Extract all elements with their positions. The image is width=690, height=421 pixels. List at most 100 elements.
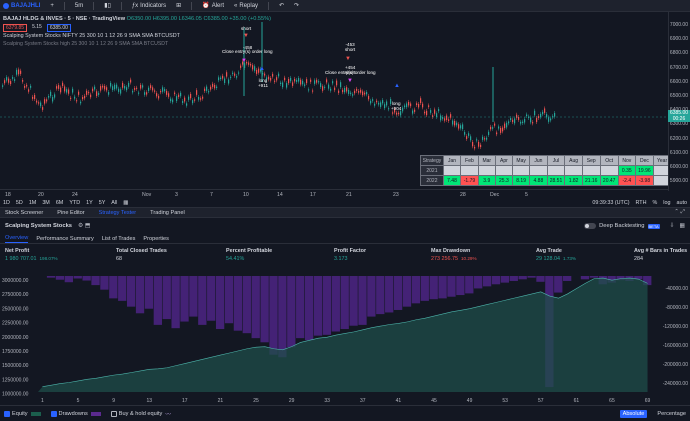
drawdown-bar: [171, 276, 180, 329]
range-button-all[interactable]: All: [111, 200, 118, 206]
panel-controls[interactable]: ⌃ ⤢: [674, 209, 685, 215]
indicator-legend-secondary[interactable]: Scalping System Stocks high 25 300 10 1 …: [3, 41, 169, 47]
price-chart-canvas[interactable]: ▼ ▼ ▲ ▼ ▼ ▲: [0, 12, 668, 189]
price-chart[interactable]: ▼ ▼ ▲ ▼ ▼ ▲ BAJAJ HLDG & INVES · 5 · NSE · Tr…: [0, 12, 690, 191]
performance-chart-canvas[interactable]: 3000000.00 2750000.00 2500000.00 2250000.00…: [0, 270, 690, 406]
candle: [24, 83, 26, 90]
candle: [180, 90, 182, 99]
time-axis[interactable]: 18 20 24 Nov 3 7 10 14 17 21 23 28 Dec 5: [0, 189, 668, 199]
candle: [552, 114, 554, 120]
range-button-5d[interactable]: 5D: [15, 200, 23, 206]
sell-button[interactable]: 6379.85: [3, 24, 28, 32]
candle: [512, 117, 514, 125]
percentage-button[interactable]: Percentage: [657, 410, 686, 417]
drawdown-bar: [393, 276, 403, 310]
candle: [266, 75, 268, 82]
candle: [468, 131, 470, 138]
performance-chart[interactable]: 3000000.00 2750000.00 2500000.00 2250000.00…: [0, 270, 690, 406]
range-button-ytd[interactable]: YTD: [69, 200, 81, 206]
table-cell: [564, 165, 583, 176]
trade-axis-label: 5: [77, 398, 80, 404]
calendar-icon[interactable]: ▦: [123, 200, 129, 206]
interval-button[interactable]: 5m: [74, 2, 84, 9]
candle-type-button[interactable]: ▮▯: [104, 2, 111, 9]
clock-time[interactable]: 09:39:33 (UTC): [592, 200, 630, 206]
buy-button[interactable]: 6385.00: [46, 24, 71, 32]
candle: [362, 89, 364, 98]
candle: [66, 87, 68, 95]
session-toggle[interactable]: RTH: [635, 200, 647, 206]
candle: [524, 117, 526, 125]
candle: [28, 87, 30, 94]
candle: [74, 94, 76, 101]
tab-pine-editor[interactable]: Pine Editor: [57, 209, 85, 216]
strategy-settings-icon[interactable]: ⚙ ⬒: [78, 223, 91, 229]
time-axis-label: 20: [38, 192, 44, 198]
drawdown-bar: [278, 276, 287, 358]
undo-icon: ↶: [279, 3, 285, 9]
candle: [138, 90, 140, 96]
indicator-legend[interactable]: Scalping System Stocks NIFTY 25 300 10 1…: [3, 33, 180, 39]
range-button-6m[interactable]: 6M: [55, 200, 64, 206]
tab-stock-screener[interactable]: Stock Screener: [5, 209, 44, 216]
replay-button[interactable]: « Replay: [234, 2, 259, 9]
tab-performance-summary[interactable]: Performance Summary: [36, 235, 94, 242]
metric-label: Profit Factor: [334, 248, 367, 254]
candle: [382, 98, 384, 106]
drawdown-bar: [55, 276, 65, 280]
candle: [202, 94, 204, 101]
tab-overview[interactable]: Overview: [5, 234, 29, 243]
range-button-1d[interactable]: 1D: [3, 200, 10, 206]
candle: [140, 82, 142, 91]
toggle-switch[interactable]: [584, 223, 597, 229]
candle: [122, 80, 124, 90]
candle: [518, 114, 520, 122]
range-button-1m[interactable]: 1M: [28, 200, 37, 206]
candle: [352, 92, 354, 98]
candle: [330, 86, 332, 93]
range-button-5y[interactable]: 5Y: [98, 200, 106, 206]
candle: [90, 92, 92, 100]
redo-button[interactable]: ↷: [294, 2, 299, 9]
table-cell: [546, 165, 566, 176]
price-axis[interactable]: 7000.00 6900.00 6800.00 6700.00 6600.00 6500.…: [668, 12, 690, 191]
candle: [436, 111, 438, 120]
percent-toggle[interactable]: %: [652, 200, 658, 206]
candle: [338, 88, 340, 95]
legend-ohlc: O6350.00 H6395.00 L6346.05 C6385.00 +35.…: [126, 16, 271, 22]
tab-list-of-trades[interactable]: List of Trades: [101, 235, 136, 242]
layouts-button[interactable]: ⊞: [176, 2, 181, 9]
candle: [40, 100, 42, 109]
time-axis-label: Nov: [142, 192, 152, 198]
absolute-button[interactable]: Absolute: [619, 409, 648, 418]
buyhold-checkbox[interactable]: Buy & hold equity 〰: [110, 410, 171, 418]
candle: [470, 134, 472, 143]
drawdown-bar: [135, 276, 145, 314]
range-button-3m[interactable]: 3M: [42, 200, 50, 206]
tab-trading-panel[interactable]: Trading Panel: [150, 209, 185, 216]
export-icon[interactable]: ⇩: [669, 223, 675, 229]
tab-properties[interactable]: Properties: [143, 235, 169, 242]
grid-view-icon[interactable]: ▦: [679, 223, 685, 229]
auto-toggle[interactable]: auto: [676, 200, 688, 206]
indicators-button[interactable]: ƒx Indicators: [131, 2, 167, 9]
metric-value: 3.173: [334, 256, 348, 262]
drawdowns-checkbox[interactable]: Drawdowns: [50, 410, 101, 417]
legend-title: BAJAJ HLDG & INVES · 5 · NSE · TradingVi…: [3, 16, 271, 22]
log-toggle[interactable]: log: [663, 200, 671, 206]
table-header-cell: Feb: [460, 155, 479, 166]
deep-backtesting-toggle[interactable]: Deep Backtesting BETA: [584, 223, 660, 229]
candle: [344, 85, 346, 95]
time-axis-label: 7: [210, 192, 213, 198]
symbol-search[interactable]: BAJAJHLI: [3, 2, 40, 9]
alert-button[interactable]: ⏰ Alert: [202, 2, 225, 10]
range-button-1y[interactable]: 1Y: [86, 200, 93, 206]
checkbox-checked-icon: [50, 410, 57, 417]
tab-strategy-tester[interactable]: Strategy Tester: [98, 209, 137, 216]
add-symbol-button[interactable]: +: [50, 3, 54, 9]
strategy-title[interactable]: Scalping System Stocks: [5, 223, 73, 229]
undo-button[interactable]: ↶: [279, 2, 284, 9]
candle: [356, 86, 358, 93]
candle: [486, 135, 488, 142]
equity-checkbox[interactable]: Equity: [4, 410, 41, 417]
